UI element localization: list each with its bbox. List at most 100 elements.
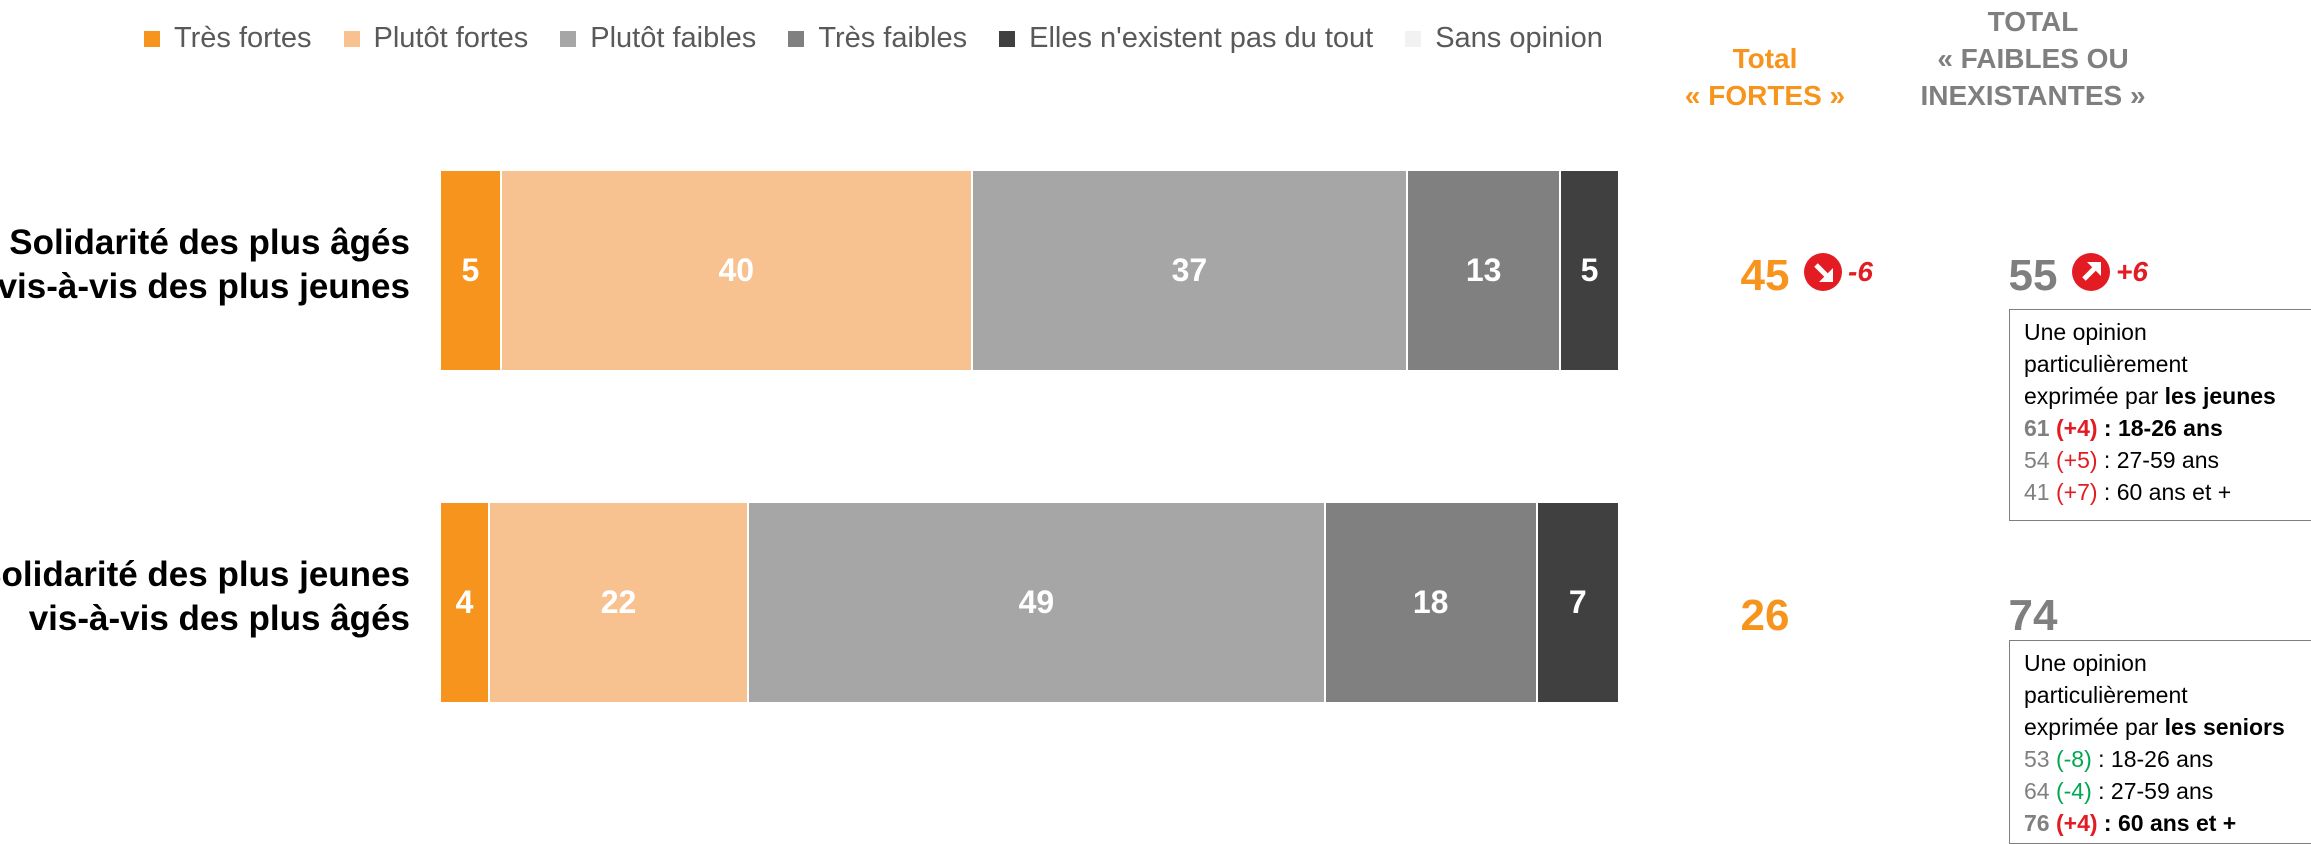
note-value: 76 bbox=[2024, 810, 2050, 836]
total-value: 55 bbox=[2008, 251, 2058, 300]
bar-segment bbox=[1618, 503, 1620, 702]
note-box: Une opinion particulièrement exprimée par … bbox=[2009, 309, 2311, 521]
note-value: 54 bbox=[2024, 447, 2050, 473]
note-box: Une opinion particulièrement exprimée par … bbox=[2009, 640, 2311, 844]
total-change: +6 bbox=[2116, 256, 2148, 287]
note-label: : 27-59 ans bbox=[2098, 778, 2214, 804]
note-value: 61 bbox=[2024, 415, 2050, 441]
category-label: Solidarité des plus âgés bbox=[9, 223, 410, 262]
total-change: -6 bbox=[1848, 256, 1873, 287]
category-label: Solidarité des plus jeunes bbox=[0, 555, 410, 594]
note-change: (+4) bbox=[2055, 810, 2098, 836]
note-label: : 18-26 ans bbox=[2098, 746, 2214, 772]
trend-icon bbox=[1804, 253, 1842, 291]
trend-icon bbox=[2072, 253, 2110, 291]
legend-label: Plutôt fortes bbox=[373, 22, 529, 54]
legend-swatch bbox=[1405, 30, 1422, 47]
data-label: 5 bbox=[1580, 252, 1599, 288]
note-change: (+4) bbox=[2055, 415, 2098, 441]
note-row: 54 (+5) : 27-59 ans bbox=[2024, 444, 2311, 476]
bar-segment: 49 bbox=[747, 503, 1324, 702]
bar-segment: 5 bbox=[441, 171, 500, 370]
legend-swatch bbox=[560, 30, 577, 47]
bar-segment: 22 bbox=[488, 503, 748, 702]
legend-item: Sans opinion bbox=[1405, 22, 1603, 55]
legend-label: Plutôt faibles bbox=[590, 22, 757, 54]
legend: Très fortes Plutôt fortes Plutôt faibles Tr… bbox=[144, 22, 1603, 55]
note-intro: Une opinion bbox=[2024, 319, 2147, 345]
legend-item: Très fortes bbox=[144, 22, 312, 55]
total-value: 45 bbox=[1740, 251, 1790, 300]
legend-item: Elles n'existent pas du tout bbox=[999, 22, 1373, 55]
category-label: vis-à-vis des plus jeunes bbox=[0, 267, 410, 306]
note-highlight: les seniors bbox=[2164, 714, 2285, 740]
note-change: (+7) bbox=[2055, 479, 2098, 505]
note-change: (-4) bbox=[2055, 778, 2092, 804]
note-text: Une opinion bbox=[2024, 316, 2311, 348]
legend-label: Elles n'existent pas du tout bbox=[1029, 22, 1374, 54]
note-value: 53 bbox=[2024, 746, 2050, 772]
note-intro: Une opinion bbox=[2024, 650, 2147, 676]
bar-segment: 13 bbox=[1406, 171, 1560, 370]
bar-segment: 37 bbox=[970, 171, 1407, 370]
data-label: 37 bbox=[1171, 252, 1208, 288]
legend-swatch bbox=[788, 30, 805, 47]
category-label: vis-à-vis des plus âgés bbox=[28, 599, 410, 638]
legend-label: Sans opinion bbox=[1435, 22, 1603, 54]
note-label: : 60 ans et + bbox=[2103, 479, 2232, 505]
note-label: : 27-59 ans bbox=[2103, 447, 2220, 473]
note-text: Une opinion bbox=[2024, 647, 2311, 679]
note-label: : 18-26 ans bbox=[2103, 415, 2223, 441]
legend-item: Plutôt fortes bbox=[343, 22, 529, 55]
column-header: « FORTES » bbox=[1684, 80, 1846, 111]
trend-icon bbox=[1819, 268, 1833, 282]
legend-label: Très fortes bbox=[174, 22, 312, 54]
note-value: 41 bbox=[2024, 479, 2050, 505]
note-label: : 60 ans et + bbox=[2103, 810, 2237, 836]
note-text: exprimée par les jeunes bbox=[2024, 380, 2311, 412]
trend-icon bbox=[2082, 263, 2100, 281]
note-value: 64 bbox=[2024, 778, 2050, 804]
note-change: (+5) bbox=[2055, 447, 2098, 473]
column-header: « FAIBLES OU bbox=[1937, 43, 2129, 74]
data-label: 49 bbox=[1018, 584, 1055, 620]
note-row: 61 (+4) : 18-26 ans bbox=[2024, 412, 2311, 444]
legend-item: Très faibles bbox=[788, 22, 967, 55]
note-text: particulièrement bbox=[2024, 679, 2311, 711]
legend-label: Très faibles bbox=[818, 22, 968, 54]
data-label: 7 bbox=[1568, 584, 1587, 620]
column-header: Total bbox=[1732, 43, 1798, 74]
legend-swatch bbox=[999, 30, 1016, 47]
note-row: 64 (-4) : 27-59 ans bbox=[2024, 775, 2311, 807]
note-text: exprimée par les seniors bbox=[2024, 711, 2311, 743]
legend-swatch bbox=[343, 30, 360, 47]
data-label: 40 bbox=[718, 252, 755, 288]
data-label: 4 bbox=[455, 584, 474, 620]
note-text: particulièrement bbox=[2024, 348, 2311, 380]
data-label: 22 bbox=[600, 584, 637, 620]
trend-icon bbox=[2087, 262, 2101, 276]
note-row: 53 (-8) : 18-26 ans bbox=[2024, 743, 2311, 775]
bar-segment: 5 bbox=[1559, 171, 1618, 370]
data-label: 13 bbox=[1465, 252, 1502, 288]
note-intro: particulièrement bbox=[2024, 351, 2188, 377]
bar-segment: 18 bbox=[1323, 503, 1536, 702]
bar-segment: 7 bbox=[1535, 503, 1618, 702]
total-value: 26 bbox=[1740, 591, 1790, 640]
trend-icon bbox=[1814, 263, 1832, 281]
bar-segment: 4 bbox=[441, 503, 489, 702]
data-label: 5 bbox=[461, 252, 480, 288]
note-highlight: les jeunes bbox=[2164, 383, 2276, 409]
legend-item: Plutôt faibles bbox=[560, 22, 756, 55]
note-intro: exprimée par bbox=[2024, 714, 2159, 740]
data-label: 18 bbox=[1412, 584, 1449, 620]
total-value: 74 bbox=[2008, 591, 2058, 640]
column-header: TOTAL bbox=[1987, 6, 2079, 37]
note-row: 41 (+7) : 60 ans et + bbox=[2024, 476, 2311, 508]
note-intro: exprimée par bbox=[2024, 383, 2159, 409]
legend-swatch bbox=[144, 30, 160, 47]
column-header: INEXISTANTES » bbox=[1920, 80, 2146, 111]
note-change: (-8) bbox=[2055, 746, 2092, 772]
